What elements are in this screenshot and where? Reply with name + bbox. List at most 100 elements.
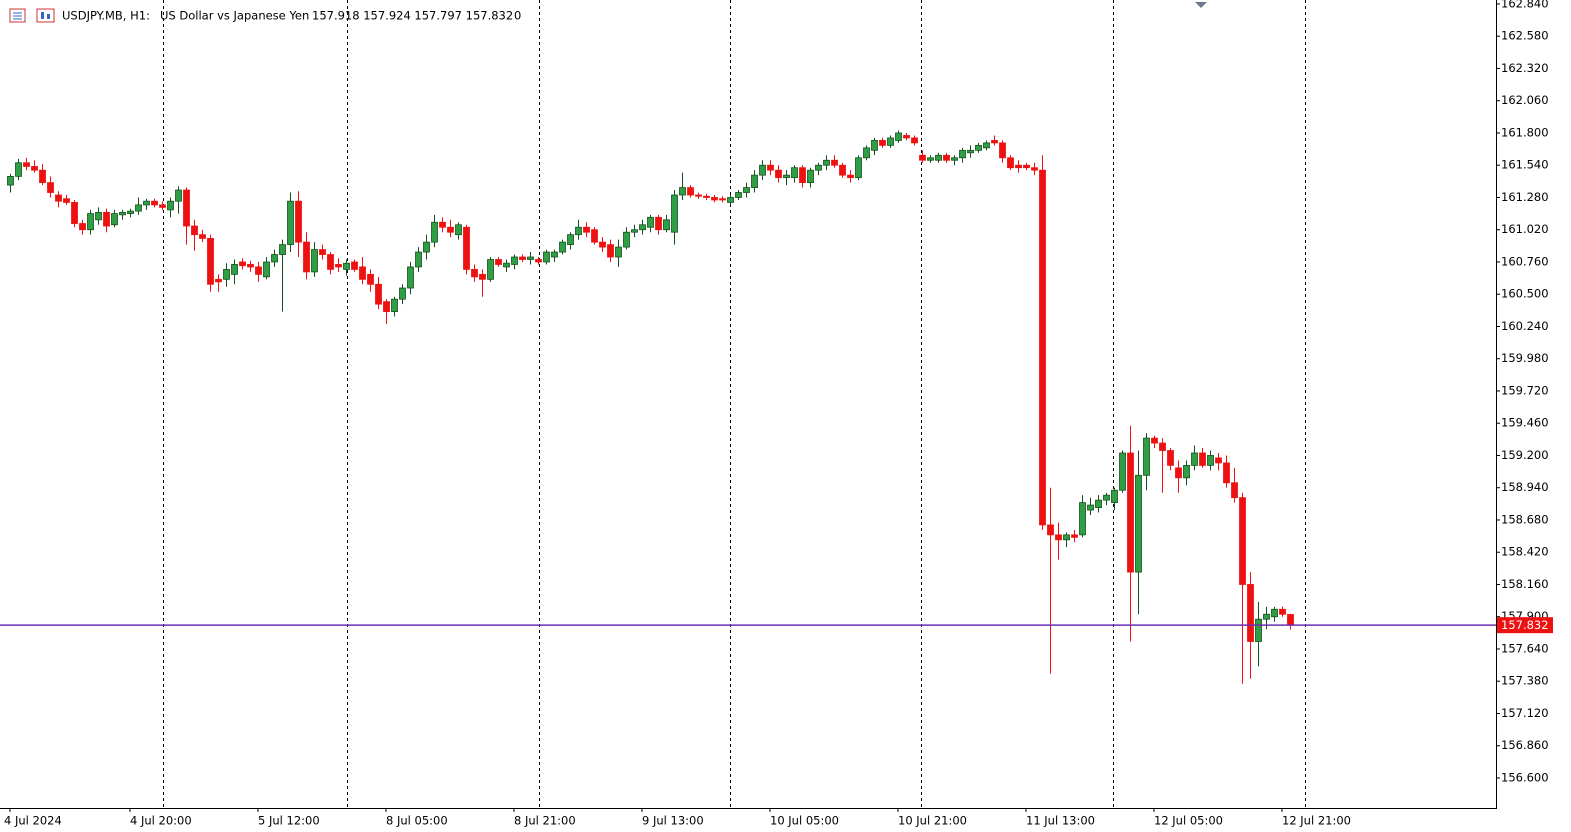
y-tick-label: 161.280 bbox=[1501, 190, 1549, 204]
y-tick-label: 160.500 bbox=[1501, 287, 1549, 301]
candle-body bbox=[943, 154, 950, 161]
y-tick-label: 160.240 bbox=[1501, 319, 1549, 333]
candle-body bbox=[423, 241, 430, 253]
candle-body bbox=[1239, 497, 1246, 585]
candle-body bbox=[927, 157, 934, 161]
candle-body bbox=[519, 256, 526, 260]
candle-body bbox=[599, 241, 606, 248]
y-tick-label: 158.160 bbox=[1501, 577, 1549, 591]
candle-body bbox=[279, 244, 286, 255]
candle-body bbox=[1111, 489, 1118, 504]
day-separators bbox=[163, 0, 1306, 808]
candle-body bbox=[431, 221, 438, 243]
current-price-tag bbox=[1497, 617, 1553, 634]
candle-body bbox=[871, 140, 878, 151]
candle-body bbox=[71, 202, 78, 224]
candle-body bbox=[711, 197, 718, 201]
candle-body bbox=[647, 216, 654, 228]
candle-body bbox=[567, 234, 574, 246]
candle-body bbox=[695, 194, 702, 197]
candle-body bbox=[623, 231, 630, 248]
candle-body bbox=[351, 261, 358, 270]
symbol: USDJPY.MB, H1: bbox=[62, 9, 150, 23]
candle-body bbox=[7, 175, 14, 186]
candle-body bbox=[775, 169, 782, 179]
y-tick-label: 159.200 bbox=[1501, 448, 1549, 462]
candle-body bbox=[879, 140, 886, 146]
candle-body bbox=[1263, 613, 1270, 620]
candle-body bbox=[511, 256, 518, 265]
candle-body bbox=[223, 269, 230, 280]
candle-body bbox=[655, 216, 662, 231]
y-tick-label: 162.580 bbox=[1501, 29, 1549, 43]
x-tick-label: 12 Jul 05:00 bbox=[1154, 814, 1223, 828]
candle-body bbox=[31, 166, 38, 171]
candle-body bbox=[1039, 169, 1046, 526]
y-tick-label: 161.800 bbox=[1501, 125, 1549, 139]
candle-body bbox=[911, 137, 918, 144]
candle-body bbox=[727, 197, 734, 203]
x-tick-label: 4 Jul 2024 bbox=[4, 814, 62, 828]
y-tick-label: 162.060 bbox=[1501, 93, 1549, 107]
candle-body bbox=[439, 221, 446, 228]
y-tick-label: 157.380 bbox=[1501, 674, 1549, 688]
candle-body bbox=[327, 254, 334, 270]
candle-body bbox=[751, 174, 758, 188]
x-tick-label: 5 Jul 12:00 bbox=[258, 814, 320, 828]
candle-body bbox=[1143, 437, 1150, 476]
candle-body bbox=[199, 234, 206, 239]
candle-body bbox=[759, 164, 766, 176]
candle-body bbox=[839, 164, 846, 176]
candle-body bbox=[559, 241, 566, 253]
candle-body bbox=[319, 249, 326, 255]
candle-body bbox=[119, 211, 126, 216]
quote: 157.918 157.924 157.797 157.832 bbox=[312, 9, 513, 23]
candle-body bbox=[1031, 167, 1038, 171]
candle-body bbox=[591, 229, 598, 243]
candle-body bbox=[1231, 482, 1238, 499]
candle-body bbox=[847, 174, 854, 179]
candle-body bbox=[495, 259, 502, 265]
candle-body bbox=[1055, 534, 1062, 541]
candle-body bbox=[1015, 164, 1022, 169]
candle-body bbox=[463, 226, 470, 270]
candle-body bbox=[471, 269, 478, 278]
candle-body bbox=[967, 149, 974, 154]
candle-body bbox=[887, 137, 894, 146]
candle-body bbox=[991, 140, 998, 144]
candle-body bbox=[767, 164, 774, 171]
candle-body bbox=[391, 298, 398, 312]
x-tick-label: 8 Jul 21:00 bbox=[514, 814, 576, 828]
candle-body bbox=[111, 213, 118, 226]
candle-body bbox=[543, 251, 550, 263]
candle-body bbox=[1175, 467, 1182, 479]
candle-body bbox=[799, 167, 806, 183]
candle-body bbox=[15, 162, 22, 177]
candle-body bbox=[247, 264, 254, 268]
candle-body bbox=[135, 204, 142, 212]
candle-body bbox=[39, 169, 46, 183]
candle-body bbox=[863, 147, 870, 159]
candle-body bbox=[79, 223, 86, 231]
candle-body bbox=[807, 169, 814, 183]
candle-body bbox=[415, 251, 422, 268]
candle-body bbox=[311, 249, 318, 273]
candle-body bbox=[87, 213, 94, 231]
y-tick-label: 158.940 bbox=[1501, 480, 1549, 494]
candle-body bbox=[375, 283, 382, 305]
candle-body bbox=[47, 182, 54, 193]
candle-body bbox=[367, 273, 374, 285]
current-price-label: 157.832 bbox=[1501, 618, 1549, 632]
candle-body bbox=[231, 264, 238, 275]
candle-body bbox=[535, 259, 542, 263]
chart-icon bbox=[36, 8, 55, 23]
candle-body bbox=[983, 142, 990, 149]
candle-body bbox=[527, 256, 534, 260]
candle-body bbox=[215, 278, 222, 283]
candle-body bbox=[1279, 608, 1286, 615]
candle-body bbox=[831, 159, 838, 166]
candle-body bbox=[551, 251, 558, 258]
candle-body bbox=[671, 194, 678, 233]
candle-body bbox=[999, 142, 1006, 159]
candle-body bbox=[575, 226, 582, 236]
